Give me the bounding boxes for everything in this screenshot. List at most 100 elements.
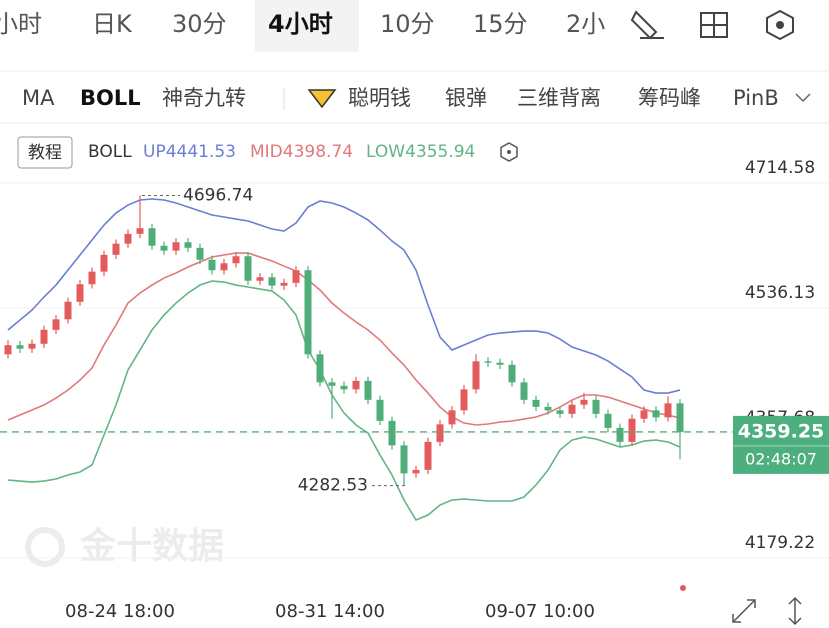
candle-body (220, 263, 228, 271)
candle-body (172, 242, 180, 251)
candle-body (460, 389, 468, 411)
candle-body (196, 247, 204, 260)
candle-body (244, 256, 252, 281)
candle-body (424, 441, 432, 470)
candle-body (88, 271, 96, 285)
legend-value: 4441.53 (166, 142, 236, 162)
candle-body (28, 343, 36, 349)
candle-body (340, 385, 348, 390)
legend-item: MID4398.74 (250, 142, 353, 162)
indicator[interactable]: 三维背离 (517, 86, 601, 110)
candle-body (448, 410, 456, 425)
candle-body (472, 361, 480, 390)
legend-label: LOW (366, 142, 405, 162)
x-tick-label: 08-31 14:00 (275, 601, 385, 622)
legend-settings-dot (507, 150, 511, 154)
bottom-tools (732, 596, 802, 626)
min-label: 4282.53 (298, 476, 368, 496)
indicator-selected[interactable]: BOLL (80, 86, 141, 110)
candle-body (388, 420, 396, 446)
candle-body (436, 424, 444, 442)
candle-body (568, 404, 576, 414)
candle-body (652, 410, 660, 418)
candle-body (160, 245, 168, 251)
countdown: 02:48:07 (745, 449, 817, 468)
legend-name: BOLL (88, 142, 132, 162)
legend-label: MID (250, 142, 283, 162)
candle-body (256, 277, 264, 281)
watermark: 金十数据 (79, 525, 224, 567)
more-chevron[interactable] (795, 93, 811, 103)
scale-icon[interactable] (788, 596, 802, 626)
candle-body (100, 254, 108, 272)
candle-body (592, 399, 600, 414)
candle-body (112, 243, 120, 255)
candle-body (640, 410, 648, 419)
candle-body (676, 403, 684, 432)
draw-icon[interactable] (630, 10, 664, 40)
legend-value: 4355.94 (405, 142, 475, 162)
candle-body (352, 380, 360, 390)
indicator[interactable]: 银弹 (445, 86, 487, 110)
candle-body (208, 259, 216, 271)
y-tick-label: 4536.13 (745, 283, 815, 303)
candle-body (532, 399, 540, 407)
candle-body (292, 270, 300, 283)
candle-body (64, 301, 72, 320)
indicator[interactable]: 神奇九转 (162, 86, 246, 110)
max-label: 4696.74 (183, 185, 253, 205)
legend-label: UP (143, 142, 166, 162)
candle-body (136, 228, 144, 234)
candle-body (268, 277, 276, 286)
current-price: 4359.25 (738, 420, 825, 442)
indicator[interactable]: PinB (733, 86, 779, 110)
settings-icon[interactable] (766, 9, 794, 41)
legend-settings[interactable] (500, 142, 518, 162)
candle-body (52, 319, 60, 330)
candle-body (16, 345, 24, 349)
candle-body (664, 403, 672, 418)
y-tick-label: 4714.58 (745, 158, 815, 178)
candle-body (508, 364, 516, 383)
candle-body (184, 242, 192, 248)
event-dot (680, 585, 686, 591)
settings-dot (776, 21, 784, 29)
fade (792, 82, 829, 116)
tab[interactable]: 2小 (566, 10, 605, 38)
candle-body (556, 410, 564, 414)
candle-body (280, 282, 288, 286)
tab[interactable]: 30分 (172, 10, 227, 38)
candle-body (148, 228, 156, 246)
legend-item: LOW4355.94 (366, 142, 475, 162)
expand-icon[interactable] (732, 599, 756, 623)
indicator[interactable]: 聪明钱 (348, 86, 411, 110)
band-line (7, 198, 681, 394)
tab-selected[interactable]: 4小时 (268, 10, 333, 38)
tab[interactable]: 日K (92, 10, 133, 38)
tab[interactable]: 15分 (473, 10, 528, 38)
tab[interactable]: 10分 (380, 10, 435, 38)
candle-body (304, 270, 312, 355)
candle-body (40, 329, 48, 344)
x-tick-label: 08-24 18:00 (65, 601, 175, 622)
candle-body (580, 399, 588, 405)
indicator[interactable]: 筹码峰 (638, 86, 701, 110)
band-line (7, 252, 681, 426)
tab[interactable]: 小时 (0, 10, 42, 38)
tutorial-button[interactable] (17, 136, 73, 169)
candle-body (316, 354, 324, 383)
candle-body (412, 469, 420, 474)
legend-item: UP4441.53 (143, 142, 236, 162)
candle-body (496, 362, 504, 365)
candle-body (628, 418, 636, 442)
current-price-box (733, 415, 829, 474)
candle-body (4, 345, 12, 355)
candle-body (604, 413, 612, 428)
candle-body (376, 399, 384, 421)
indicator[interactable]: MA (22, 86, 55, 110)
tool-icons (630, 9, 794, 41)
y-tick-label: 4179.22 (745, 533, 815, 553)
candle-body (232, 256, 240, 264)
watermark-logo (25, 527, 65, 567)
x-tick-label: 09-07 10:00 (485, 601, 595, 622)
